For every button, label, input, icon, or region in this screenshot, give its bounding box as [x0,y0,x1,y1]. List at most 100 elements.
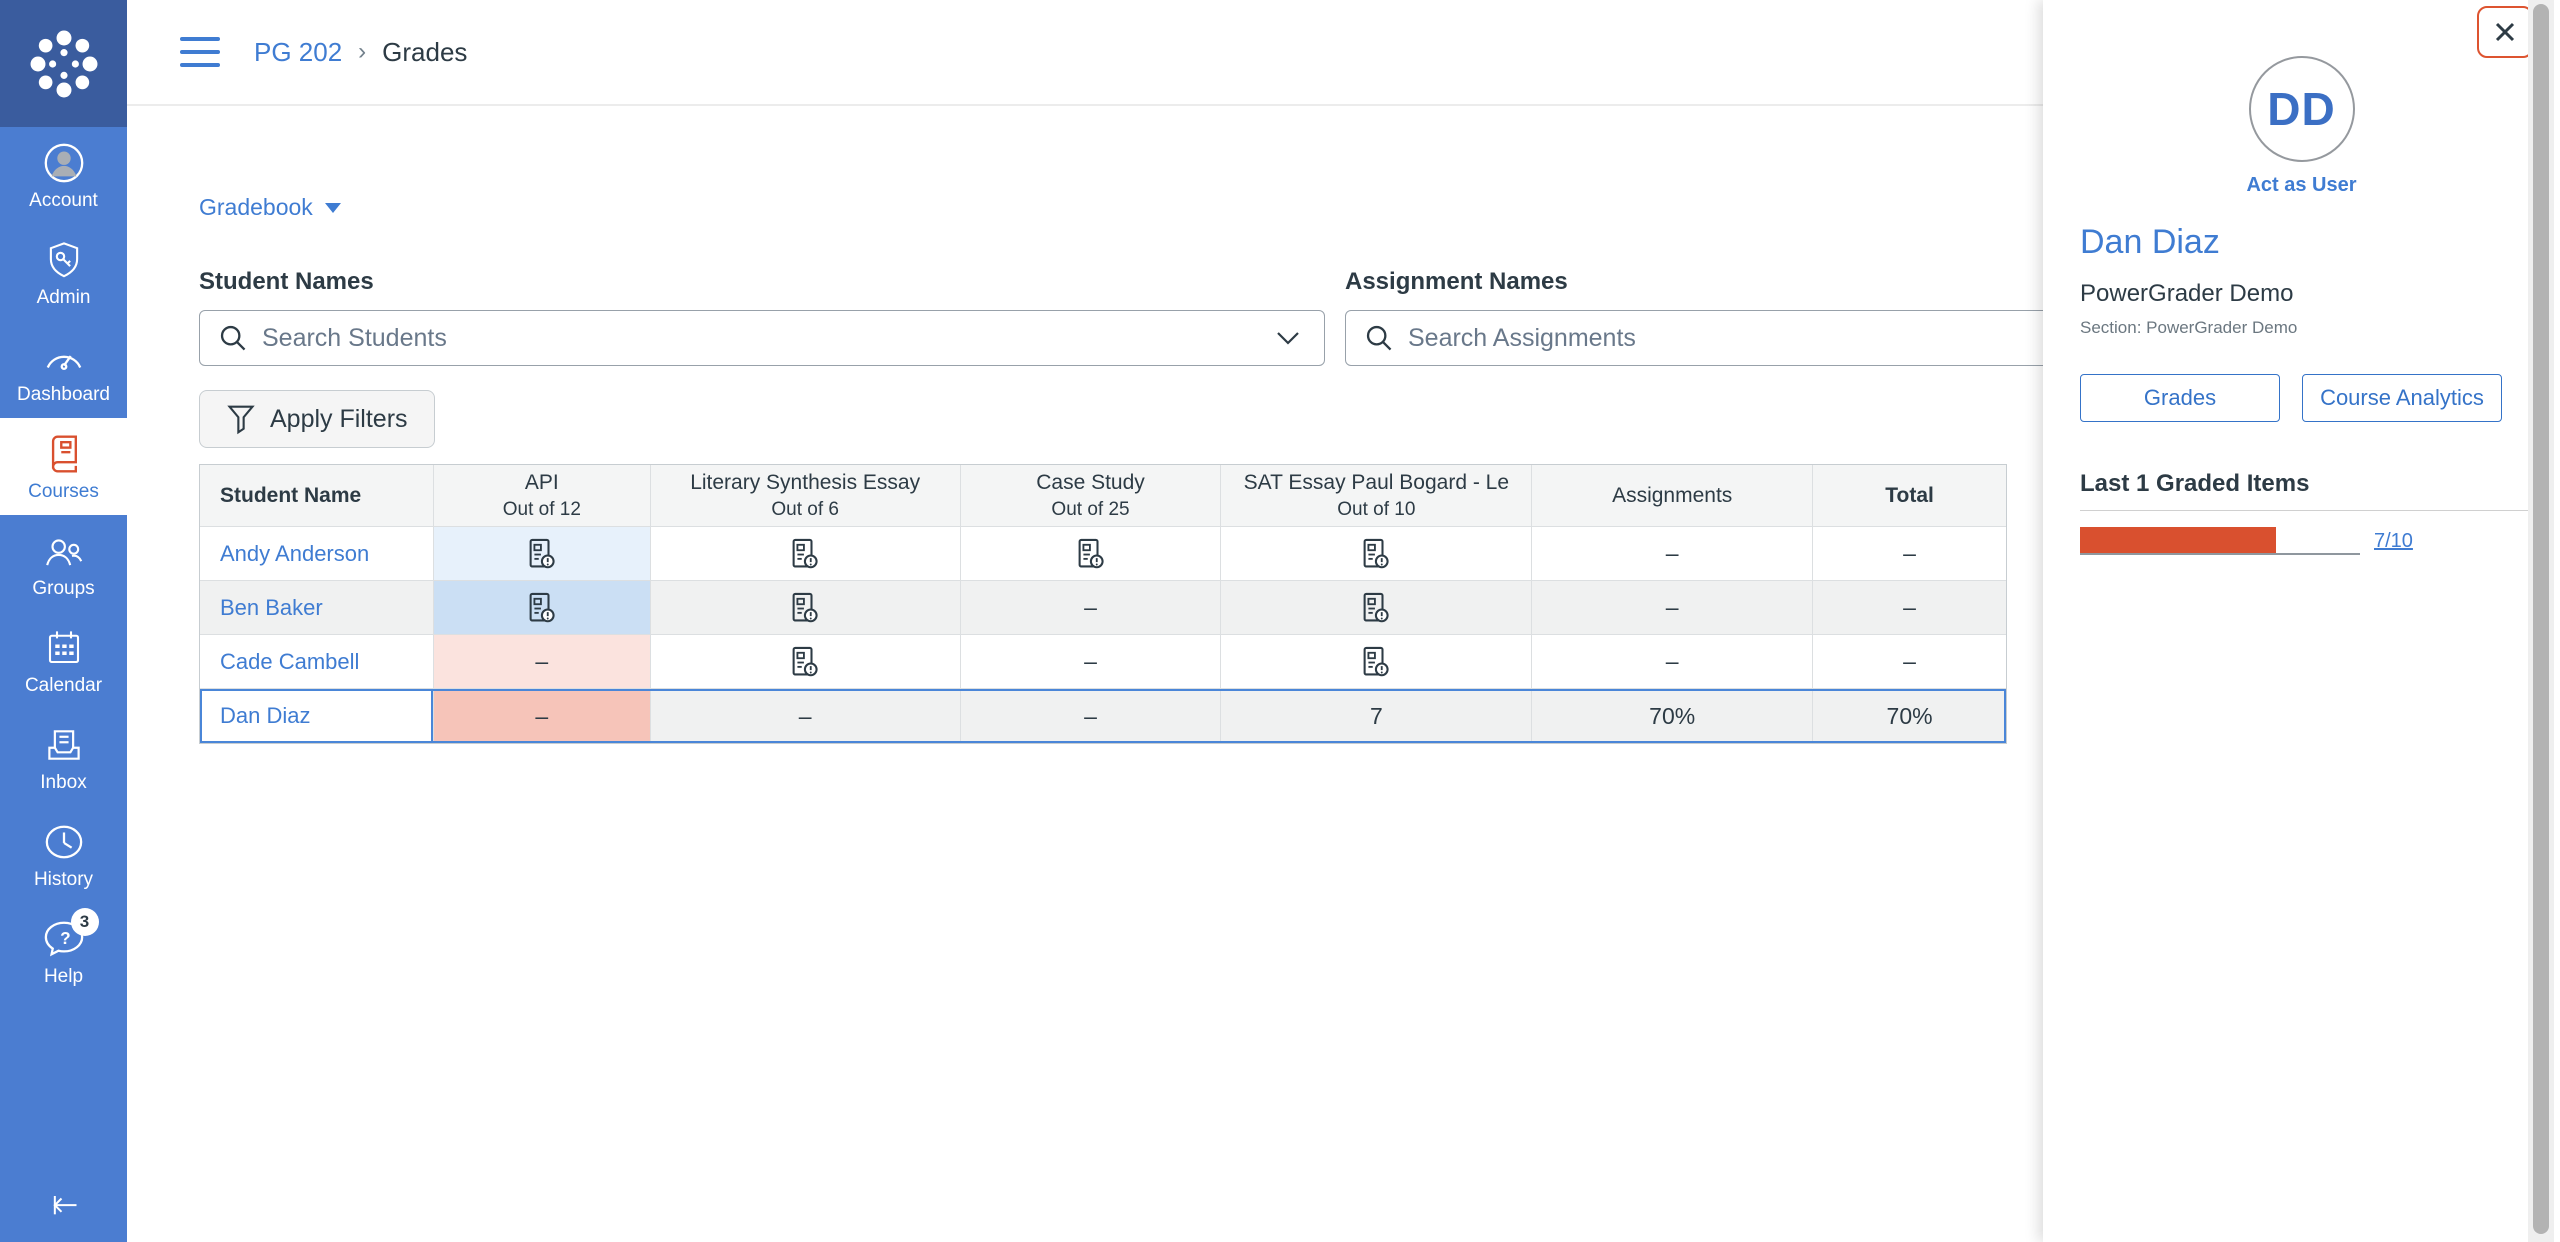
sidebar-item-inbox[interactable]: Inbox [0,709,127,806]
breadcrumb-course-link[interactable]: PG 202 [254,36,343,67]
empty-grade: – [1903,540,1916,566]
column-header: Student Name [200,465,434,526]
column-header: Assignments [1532,465,1814,526]
table-row: Andy Anderson – – [200,527,2006,581]
progress-track [2080,527,2360,555]
sidebar-item-history[interactable]: History [0,806,127,903]
act-as-user-link[interactable]: Act as User [2246,174,2357,196]
sidebar-item-calendar[interactable]: Calendar [0,612,127,709]
search-students-input[interactable] [262,323,1274,353]
filter-labels: Student Names Assignment Names [199,268,2560,296]
grade-cell[interactable]: – [433,689,651,743]
sidebar-item-dashboard[interactable]: Dashboard [0,321,127,418]
close-icon [2495,22,2515,42]
grade-cell[interactable] [651,581,961,634]
sidebar-item-courses[interactable]: Courses [0,418,127,515]
table-row: Cade Cambell – – – – [200,635,2006,689]
grade-cell[interactable]: – [1532,581,1814,634]
search-icon [220,325,246,351]
canvas-logo[interactable] [0,0,127,127]
apply-filters-button[interactable]: Apply Filters [199,390,435,448]
sidebar-item-label: Calendar [24,674,103,696]
grade-cell[interactable]: – [1813,635,2006,688]
breadcrumb-page: Grades [382,36,468,67]
graded-score-link[interactable]: 7/10 [2374,530,2413,552]
student-name-link[interactable]: Andy Anderson [220,540,370,566]
student-name-cell: Andy Anderson [200,527,434,580]
student-avatar: DD [2248,56,2355,162]
student-name-link[interactable]: Dan Diaz [220,703,311,728]
graded-items-heading: Last 1 Graded Items [2080,470,2528,511]
gradebook-view-dropdown[interactable]: Gradebook [199,194,341,221]
apply-filters-label: Apply Filters [270,404,408,433]
empty-grade: – [1665,648,1679,674]
grade-cell[interactable] [1221,527,1533,580]
grade-cell[interactable]: – [961,581,1222,634]
grades-button[interactable]: Grades [2080,374,2280,422]
grade-cell[interactable] [961,527,1222,580]
grade-cell[interactable]: – [651,689,961,743]
grade-cell[interactable]: – [1532,635,1814,688]
grade-cell[interactable] [651,635,961,688]
breadcrumb-separator: › [358,38,367,65]
groups-people-icon [41,528,87,574]
sidebar-item-account[interactable]: Account [0,127,127,224]
sidebar-item-groups[interactable]: Groups [0,515,127,612]
chevron-down-icon[interactable] [1274,328,1302,348]
search-inputs-row [199,310,2560,366]
close-tray-button[interactable] [2477,6,2533,58]
grade-cell[interactable] [433,581,651,634]
grade-cell[interactable] [1221,635,1533,688]
help-badge: 3 [70,907,99,936]
column-header: API Out of 12 [434,465,651,526]
column-header: SAT Essay Paul Bogard - Le Out of 10 [1221,465,1533,526]
tray-student-name: Dan Diaz [2080,223,2220,261]
grade-cell[interactable]: – [1532,527,1814,580]
grade-cell[interactable]: 70% [1532,689,1814,743]
column-header: Total [1885,483,1934,507]
grade-value: 70% [1886,702,1933,729]
tray-scrollbar[interactable] [2528,0,2554,1242]
empty-grade: – [1665,594,1679,620]
hamburger-menu-icon[interactable] [180,37,220,67]
grade-cell[interactable]: – [1813,527,2006,580]
collapse-sidebar-icon [52,1196,76,1215]
student-name-link[interactable]: Ben Baker [220,594,323,620]
sidebar-item-label: Courses [28,480,99,502]
search-assignments-input[interactable] [1408,323,2124,353]
table-row: Dan Diaz – – – 7 70% 70% [200,689,2006,743]
sidebar-item-admin[interactable]: Admin [0,224,127,321]
admin-shield-icon [41,237,87,283]
dashboard-gauge-icon [41,334,87,380]
sidebar-item-label: History [33,868,94,890]
chevron-down-icon [324,202,341,213]
submission-pending-icon [1363,646,1389,676]
collapse-sidebar-button[interactable] [0,1178,127,1234]
grade-cell[interactable] [651,527,961,580]
sidebar-item-label: Groups [32,577,95,599]
scrollbar-thumb[interactable] [2533,4,2549,1234]
student-search-box [199,310,1325,366]
funnel-icon [227,405,255,435]
sidebar-item-label: Account [29,189,98,211]
grade-cell[interactable]: – [961,689,1222,743]
assignment-search-box [1345,310,2125,366]
grade-cell[interactable]: – [433,635,651,688]
grade-cell[interactable]: – [1813,581,2006,634]
sidebar-item-help[interactable]: ? 3 Help [0,903,127,1000]
submission-pending-icon [792,592,818,622]
grade-value: 7 [1369,702,1383,729]
grade-cell[interactable] [433,527,651,580]
course-analytics-button[interactable]: Course Analytics [2302,374,2502,422]
submission-pending-icon [1363,538,1389,568]
help-question-icon: ? 3 [41,907,99,962]
breadcrumb: PG 202 › Grades [254,37,467,68]
grade-cell[interactable]: 7 [1221,689,1533,743]
submission-pending-icon [529,592,555,622]
grade-cell[interactable]: – [961,635,1222,688]
empty-grade: – [1903,594,1916,620]
student-name-link[interactable]: Cade Cambell [220,648,360,674]
grade-cell[interactable]: 70% [1813,689,2006,743]
grade-cell[interactable] [1221,581,1533,634]
